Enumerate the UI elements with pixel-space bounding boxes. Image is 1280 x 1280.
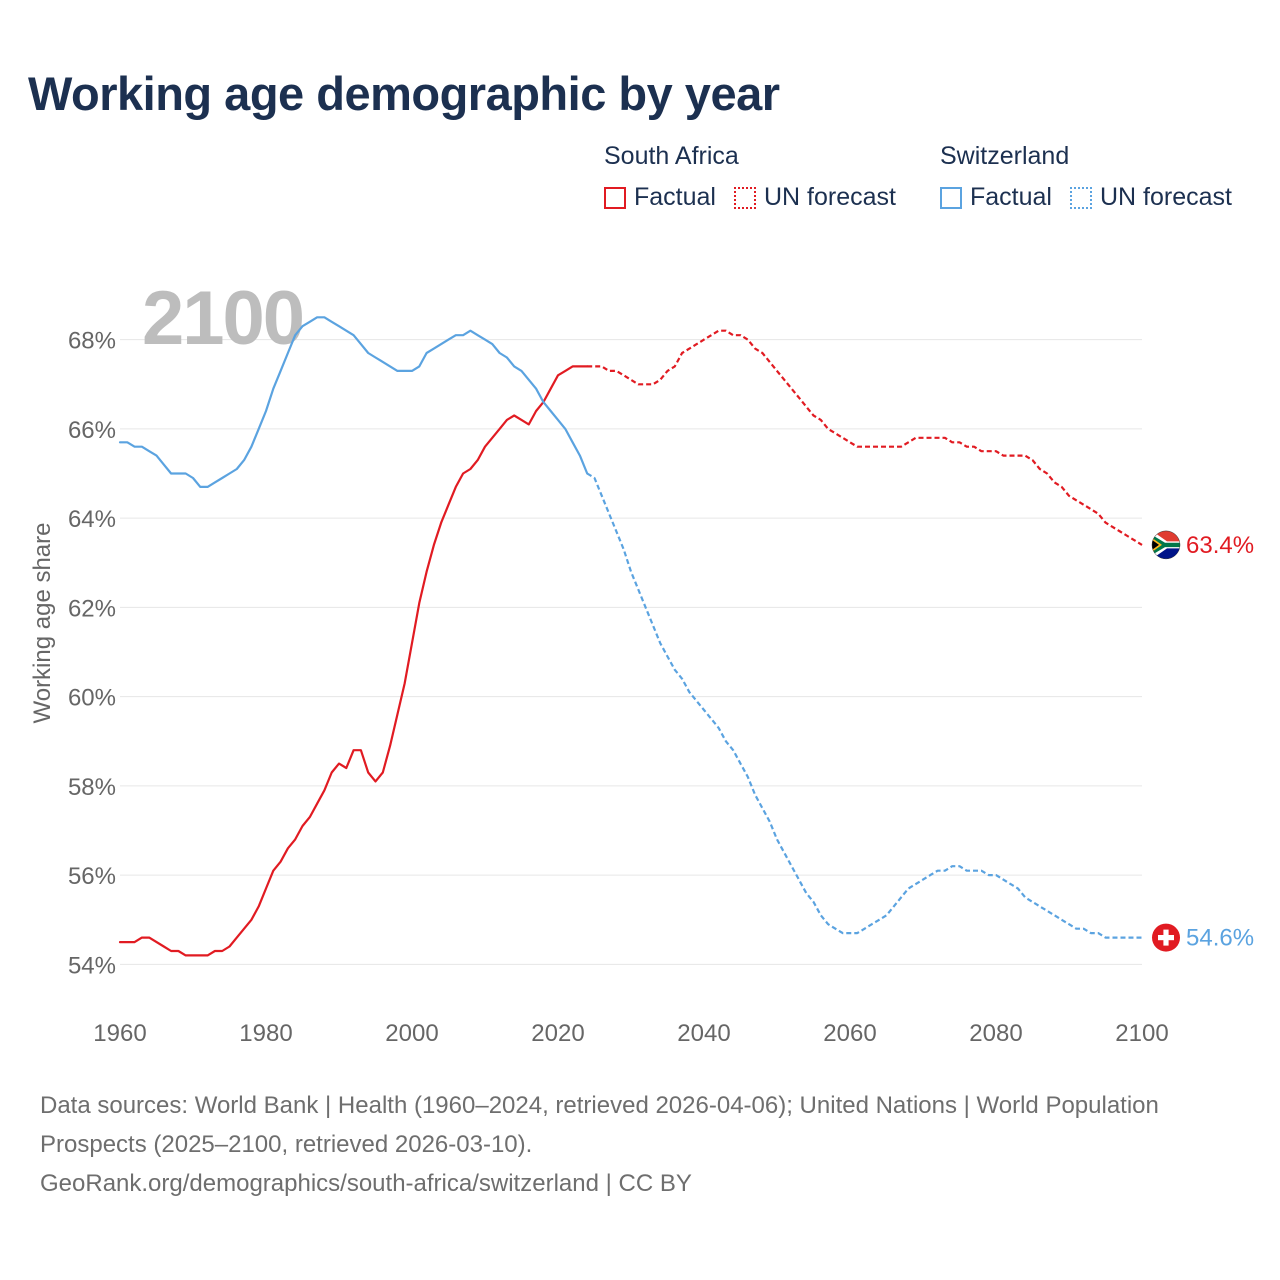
axes: 54% 56% 58% 60% 62% 64% 66% 68% 1960 1980 2000 2020… [68,328,1169,1047]
legend-label: Factual [634,183,716,211]
footer-attribution[interactable]: GeoRank.org/demographics/south-africa/sw… [40,1170,692,1197]
series [118,316,1143,957]
legend-label: Factual [970,183,1052,211]
flag-body [1152,530,1180,559]
x-tick-label: 1980 [239,1020,292,1047]
legend-swatch-solid [940,186,962,209]
flag-black-triangle [1152,539,1159,550]
x-tick-label: 2100 [1115,1020,1168,1047]
legend-item-switzerland-forecast[interactable]: UN forecast [1069,183,1232,212]
flag-cross-h [1158,935,1174,941]
legend-item-switzerland-factual[interactable]: Factual [940,183,1052,212]
legend-item-south-africa-factual[interactable]: Factual [604,183,716,212]
x-tick-label: 1960 [93,1020,146,1047]
x-tick-label: 2080 [969,1020,1022,1047]
y-tick-label: 56% [68,863,116,890]
legend-group-switzerland: Switzerland Factual UN forecast [940,142,1232,212]
flag-outline [1151,530,1181,560]
legend-swatch-dotted [1069,186,1092,209]
y-tick-label: 68% [68,328,116,355]
footer: Data sources: World Bank | Health (1960–… [40,1086,1160,1203]
x-tick-label: 2040 [677,1020,730,1047]
year-watermark: 2100 [142,276,303,361]
chart-title: Working age demographic by year [28,67,780,120]
series-line-switzerland-factual [118,316,589,488]
legend-group-south-africa: South Africa Factual UN forecast [604,142,896,212]
flag-green-y [1152,534,1180,555]
legend-group-name-south-africa: South Africa [604,142,739,170]
south-africa-flag-icon [1151,530,1181,560]
legend-group-name-switzerland: Switzerland [940,142,1070,170]
y-axis-label: Working age share [29,523,56,724]
end-markers: 63.4% 54.6% [1151,530,1254,952]
legend-item-south-africa-forecast[interactable]: UN forecast [733,183,896,212]
x-tick-label: 2020 [531,1020,584,1047]
footer-sources: Data sources: World Bank | Health (1960–… [40,1092,1159,1158]
x-tick-label: 2000 [385,1020,438,1047]
legend-swatch-dotted [733,186,756,209]
y-tick-label: 64% [68,506,116,533]
legend-label: UN forecast [763,183,896,211]
series-line-switzerland-forecast [586,472,1142,939]
series-line-south-africa-factual [118,365,589,957]
line-chart: 2100 54% 56% 58% 60% 62% 64% 66% 68% 1960 1980 200… [29,276,1254,1047]
legend-label: UN forecast [1099,183,1232,211]
y-tick-label: 54% [68,952,116,979]
end-value-label: 63.4% [1186,532,1254,559]
y-tick-label: 66% [68,417,116,444]
legend-swatch-solid [604,186,626,209]
x-tick-label: 2060 [823,1020,876,1047]
y-tick-label: 58% [68,774,116,801]
y-tick-label: 60% [68,685,116,712]
y-tick-label: 62% [68,595,116,622]
end-value-label: 54.6% [1186,925,1254,952]
switzerland-flag-icon [1152,923,1180,952]
grid [120,339,1142,965]
series-line-south-africa-forecast [587,329,1143,546]
